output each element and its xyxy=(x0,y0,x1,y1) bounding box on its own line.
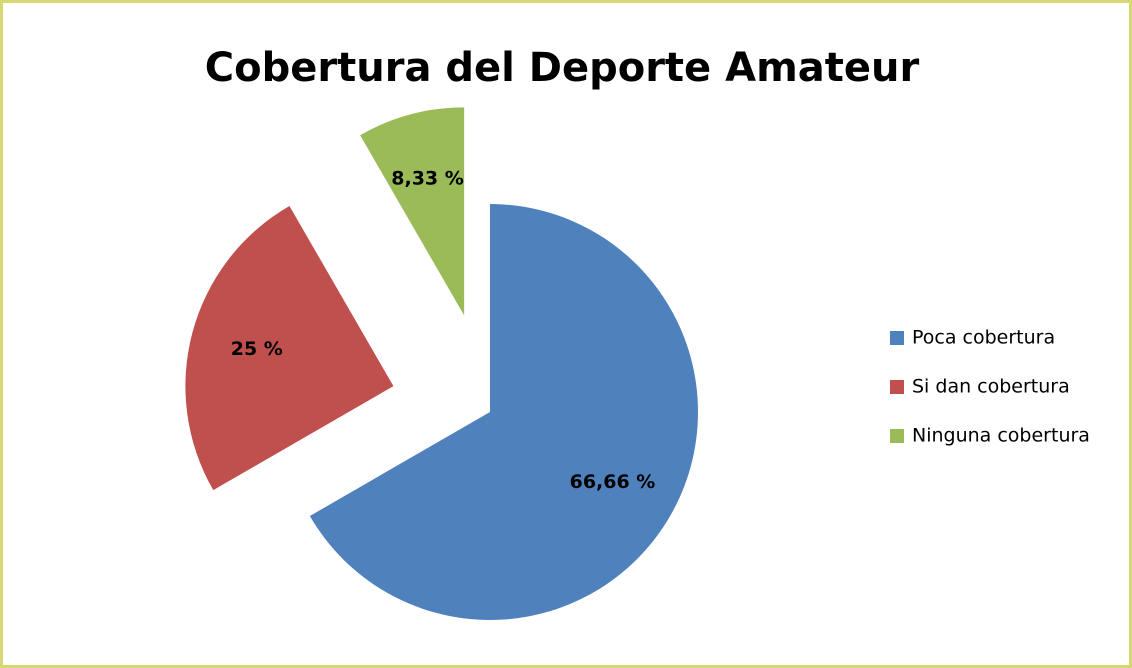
pie-slice xyxy=(185,205,394,491)
chart-title: Cobertura del Deporte Amateur xyxy=(205,45,920,91)
legend-swatch xyxy=(890,380,904,394)
data-label: 25 % xyxy=(231,338,283,360)
legend-swatch xyxy=(890,429,904,443)
legend-label: Si dan cobertura xyxy=(912,376,1070,398)
legend-label: Poca cobertura xyxy=(912,327,1055,349)
data-label: 66,66 % xyxy=(570,471,656,493)
legend-swatch xyxy=(890,331,904,345)
legend-label: Ninguna cobertura xyxy=(912,425,1090,447)
pie-slice xyxy=(360,107,465,316)
data-label: 8,33 % xyxy=(391,167,464,189)
pie-slice xyxy=(309,204,698,621)
